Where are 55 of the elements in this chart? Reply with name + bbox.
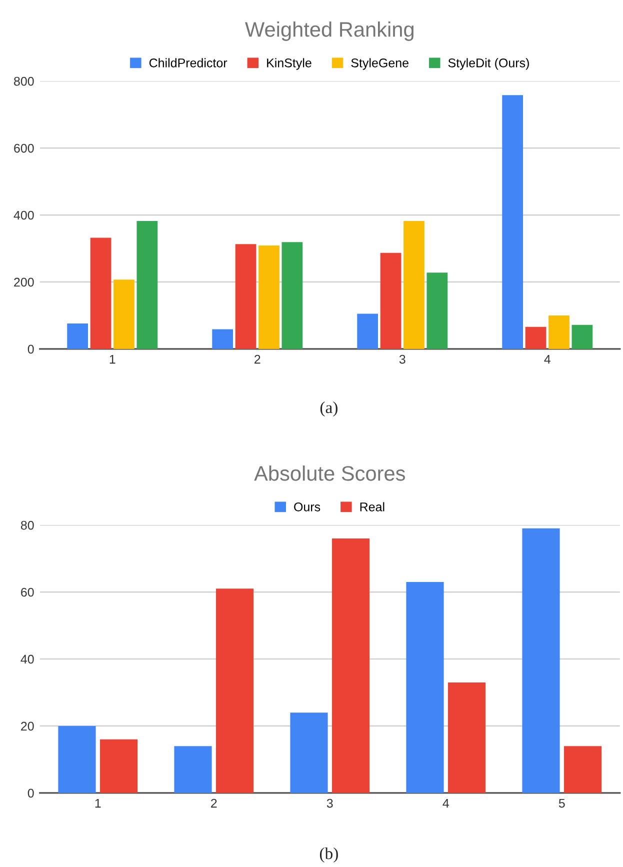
x-tick-label: 3 [326, 798, 333, 808]
legend-label: StyleDit (Ours) [448, 58, 529, 70]
bar [564, 746, 602, 793]
y-tick-label: 0 [28, 344, 34, 354]
y-tick-label: 600 [14, 144, 34, 153]
bar [90, 238, 112, 349]
x-tick-label: 2 [254, 354, 260, 364]
bar [426, 272, 448, 349]
x-tick-label: 1 [110, 354, 116, 364]
text: (b) [320, 847, 338, 863]
bar [216, 588, 254, 793]
legend-label: StyleGene [351, 58, 408, 70]
bar [290, 712, 328, 793]
y-tick-label: 80 [20, 520, 34, 530]
chart-title: Weighted Ranking [245, 22, 414, 41]
y-tick-label: 40 [20, 654, 34, 664]
bar [380, 252, 402, 349]
bar [404, 221, 424, 349]
y-tick-label: 0 [28, 788, 34, 798]
chart-title: Absolute Scores [254, 466, 405, 481]
legend-label: ChildPredictor [149, 58, 228, 68]
bar [522, 528, 560, 793]
bar [136, 221, 158, 349]
bar [357, 314, 378, 349]
bar [212, 329, 234, 349]
bar [448, 682, 486, 793]
bar [332, 538, 370, 793]
y-tick-label: 800 [14, 76, 34, 86]
x-tick-label: 2 [211, 798, 217, 808]
x-tick-label: 5 [558, 798, 565, 808]
x-tick-label: 4 [442, 798, 449, 808]
y-tick-label: 20 [21, 722, 34, 731]
text: (a) [320, 401, 338, 417]
x-tick-label: 1 [95, 798, 101, 808]
bar [114, 280, 134, 349]
bar [525, 326, 546, 349]
x-tick-label: 4 [544, 354, 550, 364]
bar [548, 315, 570, 349]
bar [100, 739, 138, 793]
x-tick-label: 3 [399, 354, 406, 364]
bar [58, 726, 96, 793]
y-tick-label: 60 [21, 588, 34, 597]
bar [282, 242, 303, 349]
legend-label: Ours [294, 502, 320, 512]
bar [258, 245, 280, 349]
bar [572, 324, 593, 349]
legend-label: KinStyle [267, 58, 312, 70]
bar [67, 324, 88, 349]
bar [174, 746, 212, 793]
legend-label: Real [360, 502, 384, 512]
bar [235, 244, 256, 349]
bar [502, 95, 524, 349]
y-tick-label: 400 [14, 210, 34, 220]
bar [406, 582, 444, 793]
y-tick-label: 200 [14, 278, 34, 287]
